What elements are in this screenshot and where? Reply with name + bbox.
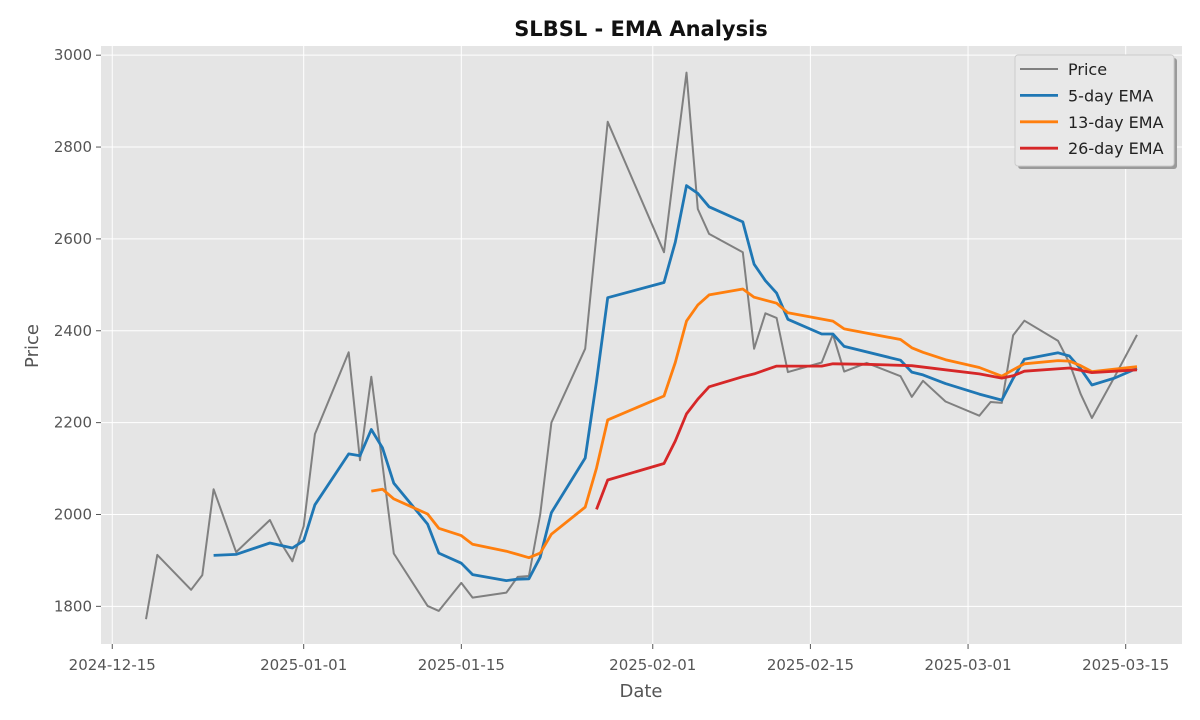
legend-label: 13-day EMA [1068, 113, 1164, 132]
x-tick-label: 2025-01-15 [418, 656, 505, 674]
x-tick-label: 2025-03-15 [1082, 656, 1169, 674]
y-tick-label: 3000 [54, 46, 92, 64]
x-tick-label: 2025-02-01 [609, 656, 696, 674]
axis-ticks: 1800 2000 2200 2400 2600 2800 3000 2024-12-15 20… [54, 46, 1169, 674]
y-axis-label: Price [22, 324, 43, 368]
series-layer [145, 71, 1138, 620]
y-tick-label: 2600 [54, 230, 92, 248]
series-line-5-day-ema [213, 184, 1138, 582]
x-tick-label: 2025-01-01 [260, 656, 347, 674]
series-line-price [145, 71, 1138, 620]
x-tick-label: 2024-12-15 [69, 656, 156, 674]
x-tick-label: 2025-03-01 [924, 656, 1011, 674]
chart-title: SLBSL - EMA Analysis [514, 17, 768, 41]
grid-lines [101, 46, 1182, 644]
series-line-13-day-ema [371, 287, 1138, 560]
legend-label: 26-day EMA [1068, 139, 1164, 158]
y-tick-label: 2000 [54, 505, 92, 523]
legend-label: 5-day EMA [1068, 86, 1153, 105]
series-line-26-day-ema [595, 362, 1138, 510]
x-axis-label: Date [619, 681, 662, 702]
y-tick-label: 1800 [54, 597, 92, 615]
y-tick-label: 2200 [54, 414, 92, 432]
legend-label: Price [1068, 60, 1107, 79]
legend: Price 5-day EMA 13-day EMA 26-day EMA [1014, 54, 1177, 169]
legend-box [1014, 54, 1175, 167]
x-tick-label: 2025-02-15 [767, 656, 854, 674]
y-tick-label: 2800 [54, 138, 92, 156]
y-tick-label: 2400 [54, 322, 92, 340]
